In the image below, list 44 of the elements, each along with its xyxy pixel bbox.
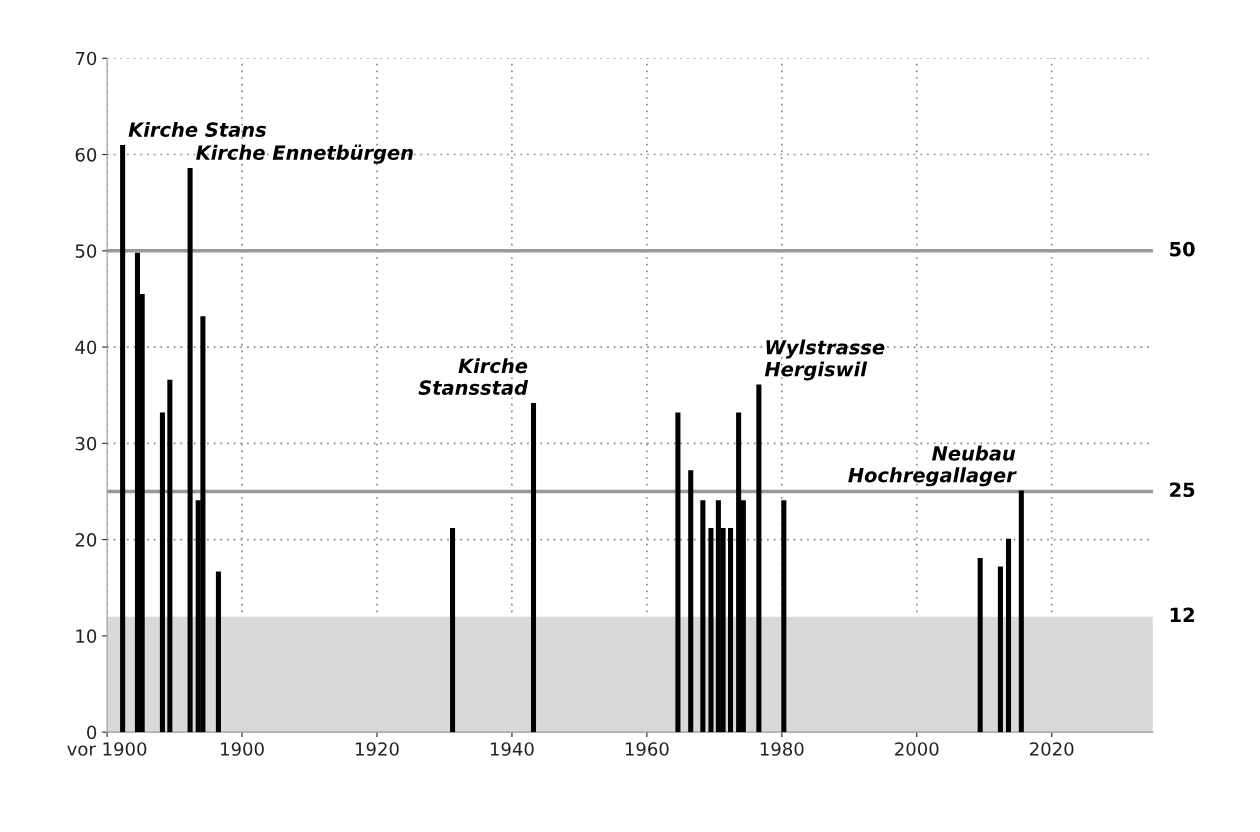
bar (200, 316, 206, 733)
bar (700, 500, 706, 733)
bar (977, 557, 983, 733)
bar (1018, 490, 1024, 733)
y-tick-label: 60 (75, 147, 97, 162)
bar (997, 566, 1003, 733)
bar (708, 528, 714, 733)
band-label: 12 (1170, 607, 1194, 622)
y-tick-label: 10 (76, 629, 97, 643)
x-tick-label: 1920 (355, 742, 399, 756)
ref-line-label: 25 (1170, 482, 1195, 498)
x-tick-label: 1900 (221, 742, 264, 756)
x-tick-label: vor 1900 (67, 742, 147, 756)
bar (781, 500, 787, 733)
bar (756, 384, 762, 733)
bar (530, 402, 537, 733)
x-tick-label: 2020 (1030, 742, 1074, 756)
x-tick-label: 1940 (490, 742, 534, 756)
bar (736, 412, 742, 733)
bar (728, 528, 734, 733)
x-tick-label: 1960 (625, 742, 669, 756)
y-tick-label: 20 (75, 533, 97, 547)
bar (159, 412, 165, 733)
x-tick-label: 1980 (760, 742, 804, 756)
bar (1005, 538, 1012, 733)
annotation: Wylstrasse Hergiswil (764, 339, 885, 381)
bar (215, 571, 221, 733)
y-tick-label: 0 (87, 725, 97, 740)
y-tick-label: 40 (75, 340, 97, 355)
bar (675, 412, 681, 733)
x-tick-label: 2000 (895, 742, 939, 756)
bar (120, 144, 126, 733)
annotation: Kirche Stansstad (418, 358, 529, 395)
y-tick-label: 30 (75, 436, 97, 451)
bar (167, 379, 173, 733)
bar (187, 167, 193, 733)
y-tick-label: 70 (75, 51, 97, 66)
annotation: Neubau Hochregallager (848, 445, 1017, 487)
annotation: Kirche Stans (128, 121, 266, 137)
ref-line-label: 50 (1170, 241, 1195, 257)
annotation: Kirche Ennetbürgen (196, 144, 413, 164)
bar (688, 470, 694, 733)
bar (450, 528, 456, 733)
y-tick-label: 50 (75, 244, 97, 258)
